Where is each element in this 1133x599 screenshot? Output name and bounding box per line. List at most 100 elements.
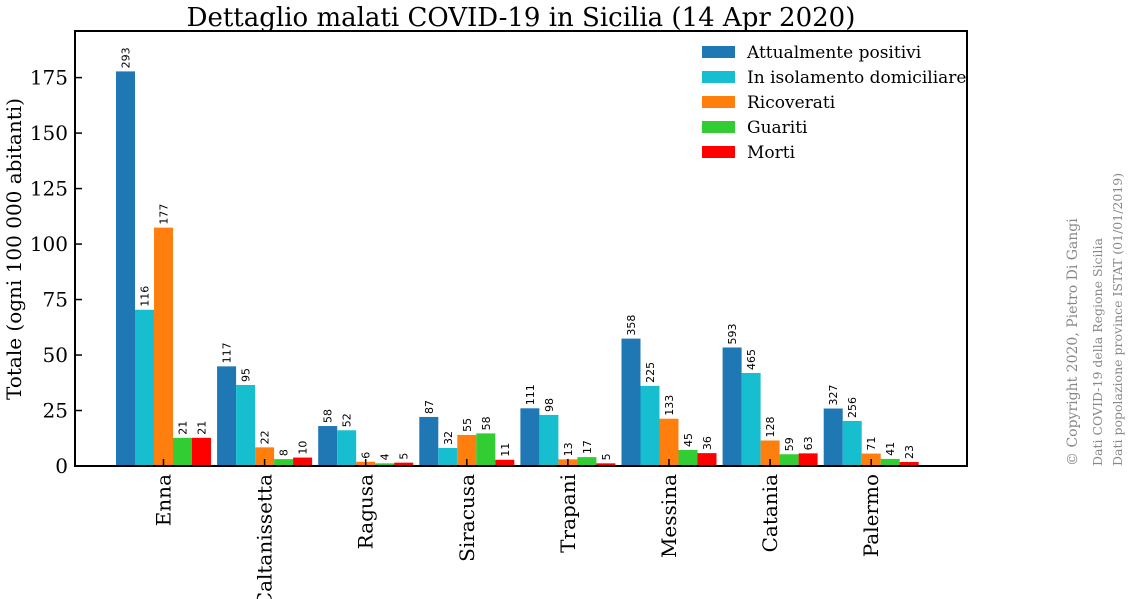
data-label-enna-attualmente-positivi: 293	[120, 47, 133, 68]
data-label-trapani-guariti: 17	[581, 440, 594, 454]
data-label-trapani-morti: 5	[600, 453, 613, 460]
bar-caltanissetta-in-isolamento-domiciliare	[236, 384, 256, 466]
data-label-palermo-morti: 23	[903, 445, 916, 459]
legend-swatch-morti	[702, 146, 735, 158]
bar-catania-in-isolamento-domiciliare	[741, 373, 761, 466]
bar-ragusa-in-isolamento-domiciliare	[337, 430, 357, 466]
data-label-enna-guariti: 21	[177, 421, 190, 435]
bar-palermo-attualmente-positivi	[823, 408, 843, 466]
legend-swatch-guariti	[702, 121, 735, 133]
bar-catania-guariti	[779, 454, 799, 466]
data-label-siracusa-ricoverati: 55	[461, 418, 474, 432]
data-label-catania-in-isolamento-domiciliare: 465	[745, 349, 758, 370]
bar-caltanissetta-morti	[293, 457, 313, 466]
bar-messina-ricoverati	[659, 418, 679, 466]
bar-messina-in-isolamento-domiciliare	[640, 385, 660, 466]
y-axis-label: Totale (ogni 100 000 abitanti)	[2, 98, 26, 400]
x-axis-ticks: Enna Caltanissetta Ragusa Siracusa Trapani Me…	[152, 459, 883, 599]
bar-catania-attualmente-positivi	[722, 347, 742, 466]
data-label-siracusa-attualmente-positivi: 87	[423, 400, 436, 414]
legend-label-in-isolamento-domiciliare: In isolamento domiciliare	[747, 68, 966, 88]
data-label-enna-in-isolamento-domiciliare: 116	[139, 286, 152, 307]
data-label-caltanissetta-ricoverati: 22	[259, 430, 272, 444]
y-tick-label-25: 25	[43, 399, 68, 423]
data-label-siracusa-morti: 11	[499, 443, 512, 457]
bar-messina-morti	[697, 453, 717, 466]
bar-enna-attualmente-positivi	[116, 71, 135, 466]
bar-ragusa-attualmente-positivi	[318, 426, 338, 466]
bar-siracusa-in-isolamento-domiciliare	[438, 448, 458, 466]
bar-ragusa-guariti	[375, 463, 395, 466]
data-label-caltanissetta-morti: 10	[297, 441, 310, 455]
credits: © Copyright 2020, Pietro Di Gangi Dati C…	[1065, 173, 1125, 466]
x-tick-label-messina: Messina	[657, 474, 681, 558]
x-tick-label-trapani: Trapani	[556, 474, 580, 553]
data-label-ragusa-guariti: 4	[379, 453, 392, 460]
y-axis-ticks: 0 25 50 75 100 125 150 175	[30, 66, 82, 478]
x-tick-label-palermo: Palermo	[859, 474, 883, 557]
bar-enna-guariti	[173, 437, 192, 466]
data-label-trapani-in-isolamento-domiciliare: 98	[543, 398, 556, 412]
data-label-caltanissetta-in-isolamento-domiciliare: 95	[240, 368, 253, 382]
data-label-ragusa-ricoverati: 6	[360, 452, 373, 459]
legend-swatch-in-isolamento-domiciliare	[702, 71, 735, 83]
bar-caltanissetta-ricoverati	[255, 447, 275, 466]
bar-caltanissetta-attualmente-positivi	[217, 366, 237, 466]
bar-messina-attualmente-positivi	[621, 338, 641, 466]
bar-trapani-guariti	[577, 457, 597, 466]
data-label-caltanissetta-guariti: 8	[278, 449, 291, 456]
bar-palermo-guariti	[880, 458, 900, 466]
y-tick-label-150: 150	[30, 121, 68, 145]
bar-catania-morti	[798, 453, 818, 466]
bar-caltanissetta-guariti	[274, 459, 294, 466]
data-label-catania-morti: 63	[802, 436, 815, 450]
y-tick-label-175: 175	[30, 66, 68, 90]
data-label-ragusa-morti: 5	[398, 453, 411, 460]
bar-siracusa-guariti	[476, 433, 496, 467]
data-label-palermo-ricoverati: 71	[865, 437, 878, 451]
bar-palermo-in-isolamento-domiciliare	[842, 420, 862, 466]
legend-label-guariti: Guariti	[747, 118, 808, 138]
bar-trapani-morti	[596, 463, 616, 466]
data-label-messina-in-isolamento-domiciliare: 225	[644, 362, 657, 383]
chart-title: Dettaglio malati COVID-19 in Sicilia (14…	[187, 3, 856, 33]
data-label-ragusa-attualmente-positivi: 58	[322, 409, 335, 423]
data-label-messina-guariti: 45	[682, 433, 695, 447]
y-tick-label-75: 75	[43, 288, 68, 312]
bar-ragusa-morti	[394, 462, 414, 466]
data-label-trapani-ricoverati: 13	[562, 442, 575, 456]
data-label-enna-morti: 21	[196, 421, 209, 435]
x-tick-label-caltanissetta: Caltanissetta	[253, 474, 277, 599]
y-tick-label-0: 0	[55, 454, 68, 478]
y-tick-label-100: 100	[30, 232, 68, 256]
credit-covid-data-source: Dati COVID-19 della Regione Sicilia	[1090, 237, 1105, 466]
data-label-messina-ricoverati: 133	[663, 395, 676, 416]
data-label-caltanissetta-attualmente-positivi: 117	[221, 342, 234, 363]
data-label-enna-ricoverati: 177	[158, 204, 171, 225]
bar-palermo-morti	[899, 462, 919, 466]
data-label-catania-attualmente-positivi: 593	[726, 323, 739, 344]
legend-swatch-ricoverati	[702, 96, 735, 108]
plot-frame	[74, 30, 968, 467]
legend-label-attualmente-positivi: Attualmente positivi	[746, 43, 922, 63]
data-label-ragusa-in-isolamento-domiciliare: 52	[341, 413, 354, 427]
bar-siracusa-ricoverati	[457, 434, 477, 466]
bar-trapani-attualmente-positivi	[520, 408, 540, 466]
data-label-palermo-guariti: 41	[884, 442, 897, 456]
x-tick-label-enna: Enna	[152, 474, 176, 526]
data-label-siracusa-in-isolamento-domiciliare: 32	[442, 431, 455, 445]
legend: Attualmente positivi In isolamento domici…	[702, 43, 966, 163]
credit-population-data-source: Dati popolazione province ISTAT (01/01/2…	[1110, 173, 1125, 466]
data-label-catania-ricoverati: 128	[764, 416, 777, 437]
credit-copyright: © Copyright 2020, Pietro Di Gangi	[1065, 218, 1081, 466]
legend-label-morti: Morti	[747, 143, 796, 163]
data-label-messina-morti: 36	[701, 436, 714, 450]
bars-group	[116, 71, 919, 467]
bar-catania-ricoverati	[760, 440, 780, 466]
x-tick-label-ragusa: Ragusa	[354, 474, 378, 549]
bar-trapani-in-isolamento-domiciliare	[539, 414, 559, 466]
x-tick-label-catania: Catania	[758, 474, 782, 552]
y-tick-label-125: 125	[30, 177, 68, 201]
